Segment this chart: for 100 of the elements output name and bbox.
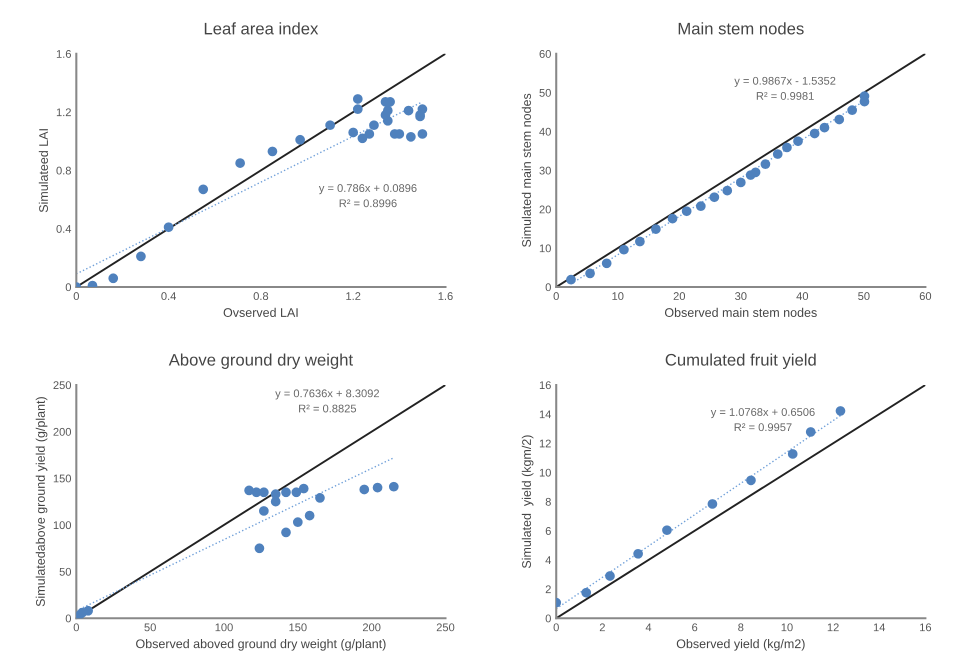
point	[364, 129, 374, 139]
x-tick-label: 60	[920, 292, 932, 300]
x-tick-label: 2	[600, 623, 605, 632]
point	[682, 206, 692, 216]
point	[662, 525, 672, 536]
point	[585, 268, 595, 278]
x-axis-title: Observed yield (kg/m2)	[676, 639, 805, 651]
chart-title: Cumulated fruit yield	[666, 353, 816, 369]
y-tick-label: 1.2	[56, 108, 71, 116]
point	[348, 128, 358, 138]
y-tick-label: 0	[546, 283, 551, 292]
x-tick-label: 40	[796, 292, 808, 300]
point	[291, 487, 302, 498]
y-tick-label: 50	[60, 568, 72, 576]
y-tick-label: 1.6	[56, 50, 71, 58]
x-tick-label: 150	[289, 623, 307, 632]
point	[782, 142, 792, 152]
x-tick-label: 10	[612, 292, 624, 300]
x-tick-label: 200	[362, 623, 380, 632]
point	[369, 120, 379, 130]
x-tick-label: 12	[828, 623, 839, 632]
point	[352, 104, 363, 114]
x-tick-label: 100	[216, 623, 233, 632]
annotation: R² = 0.9981	[756, 92, 814, 100]
x-tick-label: 1.2	[346, 292, 360, 300]
point	[352, 94, 363, 104]
y-tick-label: 30	[539, 166, 551, 175]
y-tick-label: 0.8	[56, 166, 71, 175]
x-tick-label: 30	[735, 292, 747, 300]
point	[709, 192, 720, 202]
x-axis-title: Ovserved LAI	[224, 308, 298, 317]
y-tick-label: 0.4	[56, 224, 72, 233]
x-tick-label: 6	[692, 623, 698, 632]
point	[325, 120, 335, 130]
point	[820, 122, 830, 132]
x-tick-label: 0.8	[254, 292, 268, 300]
x-tick-label: 0.4	[161, 292, 176, 300]
x-tick-label: 16	[920, 623, 932, 632]
y-tick-label: 14	[540, 410, 552, 418]
point	[235, 158, 245, 168]
point	[198, 184, 208, 194]
x-tick-label: 50	[144, 623, 156, 632]
point	[708, 499, 718, 509]
point	[108, 273, 118, 284]
point	[847, 105, 858, 115]
point	[359, 484, 370, 494]
point	[651, 224, 661, 234]
point	[836, 406, 846, 416]
point	[315, 493, 325, 503]
point	[164, 222, 174, 232]
x-tick-label: 1.6	[438, 292, 453, 300]
point	[270, 496, 281, 506]
y-tick-label: 12	[540, 440, 551, 448]
annotation: y = 0.7636x + 8.3092	[275, 389, 379, 400]
y-tick-label: 100	[54, 521, 72, 530]
annotation: y = 1.0768x + 0.6506	[710, 408, 815, 418]
x-tick-label: 0	[554, 292, 559, 300]
point	[258, 487, 269, 498]
point	[722, 186, 732, 196]
point	[834, 114, 844, 124]
x-tick-label: 20	[674, 292, 686, 300]
point	[382, 106, 393, 116]
chart-title: Above ground dry weight	[168, 353, 353, 369]
point	[806, 427, 816, 437]
y-tick-label: 6	[546, 527, 551, 535]
point	[406, 132, 416, 142]
y-tick-label: 60	[540, 50, 551, 58]
point	[793, 136, 803, 146]
point	[418, 129, 428, 139]
y-axis-title: Simulateed LAI	[38, 129, 48, 212]
annotation: y = 0.9867x - 1.5352	[734, 76, 836, 87]
chart-title: Leaf area index	[204, 22, 318, 34]
annotation: R² = 0.8825	[299, 404, 356, 412]
point	[268, 146, 278, 156]
point	[254, 543, 264, 554]
point	[372, 482, 382, 492]
y-tick-label: 2	[546, 585, 551, 594]
point	[602, 258, 612, 268]
y-tick-label: 10	[540, 244, 551, 252]
annotation: R² = 0.8996	[340, 199, 397, 208]
point	[566, 274, 576, 284]
point	[295, 134, 305, 145]
point	[304, 510, 314, 520]
point	[358, 133, 368, 144]
x-tick-label: 8	[738, 623, 744, 632]
point	[83, 606, 93, 616]
y-tick-label: 200	[53, 428, 72, 436]
point	[760, 159, 770, 170]
point	[696, 201, 706, 212]
y-tick-label: 50	[539, 88, 551, 97]
x-tick-label: 4	[646, 624, 652, 632]
y-tick-label: 8	[546, 498, 551, 506]
y-tick-label: 40	[539, 128, 551, 136]
x-axis-title: Observed main stem nodes	[664, 308, 817, 317]
chart-title: Main stem nodes	[678, 22, 804, 34]
point	[788, 449, 798, 459]
point	[404, 106, 414, 116]
point	[298, 484, 309, 494]
point	[810, 128, 820, 138]
point	[281, 487, 291, 498]
